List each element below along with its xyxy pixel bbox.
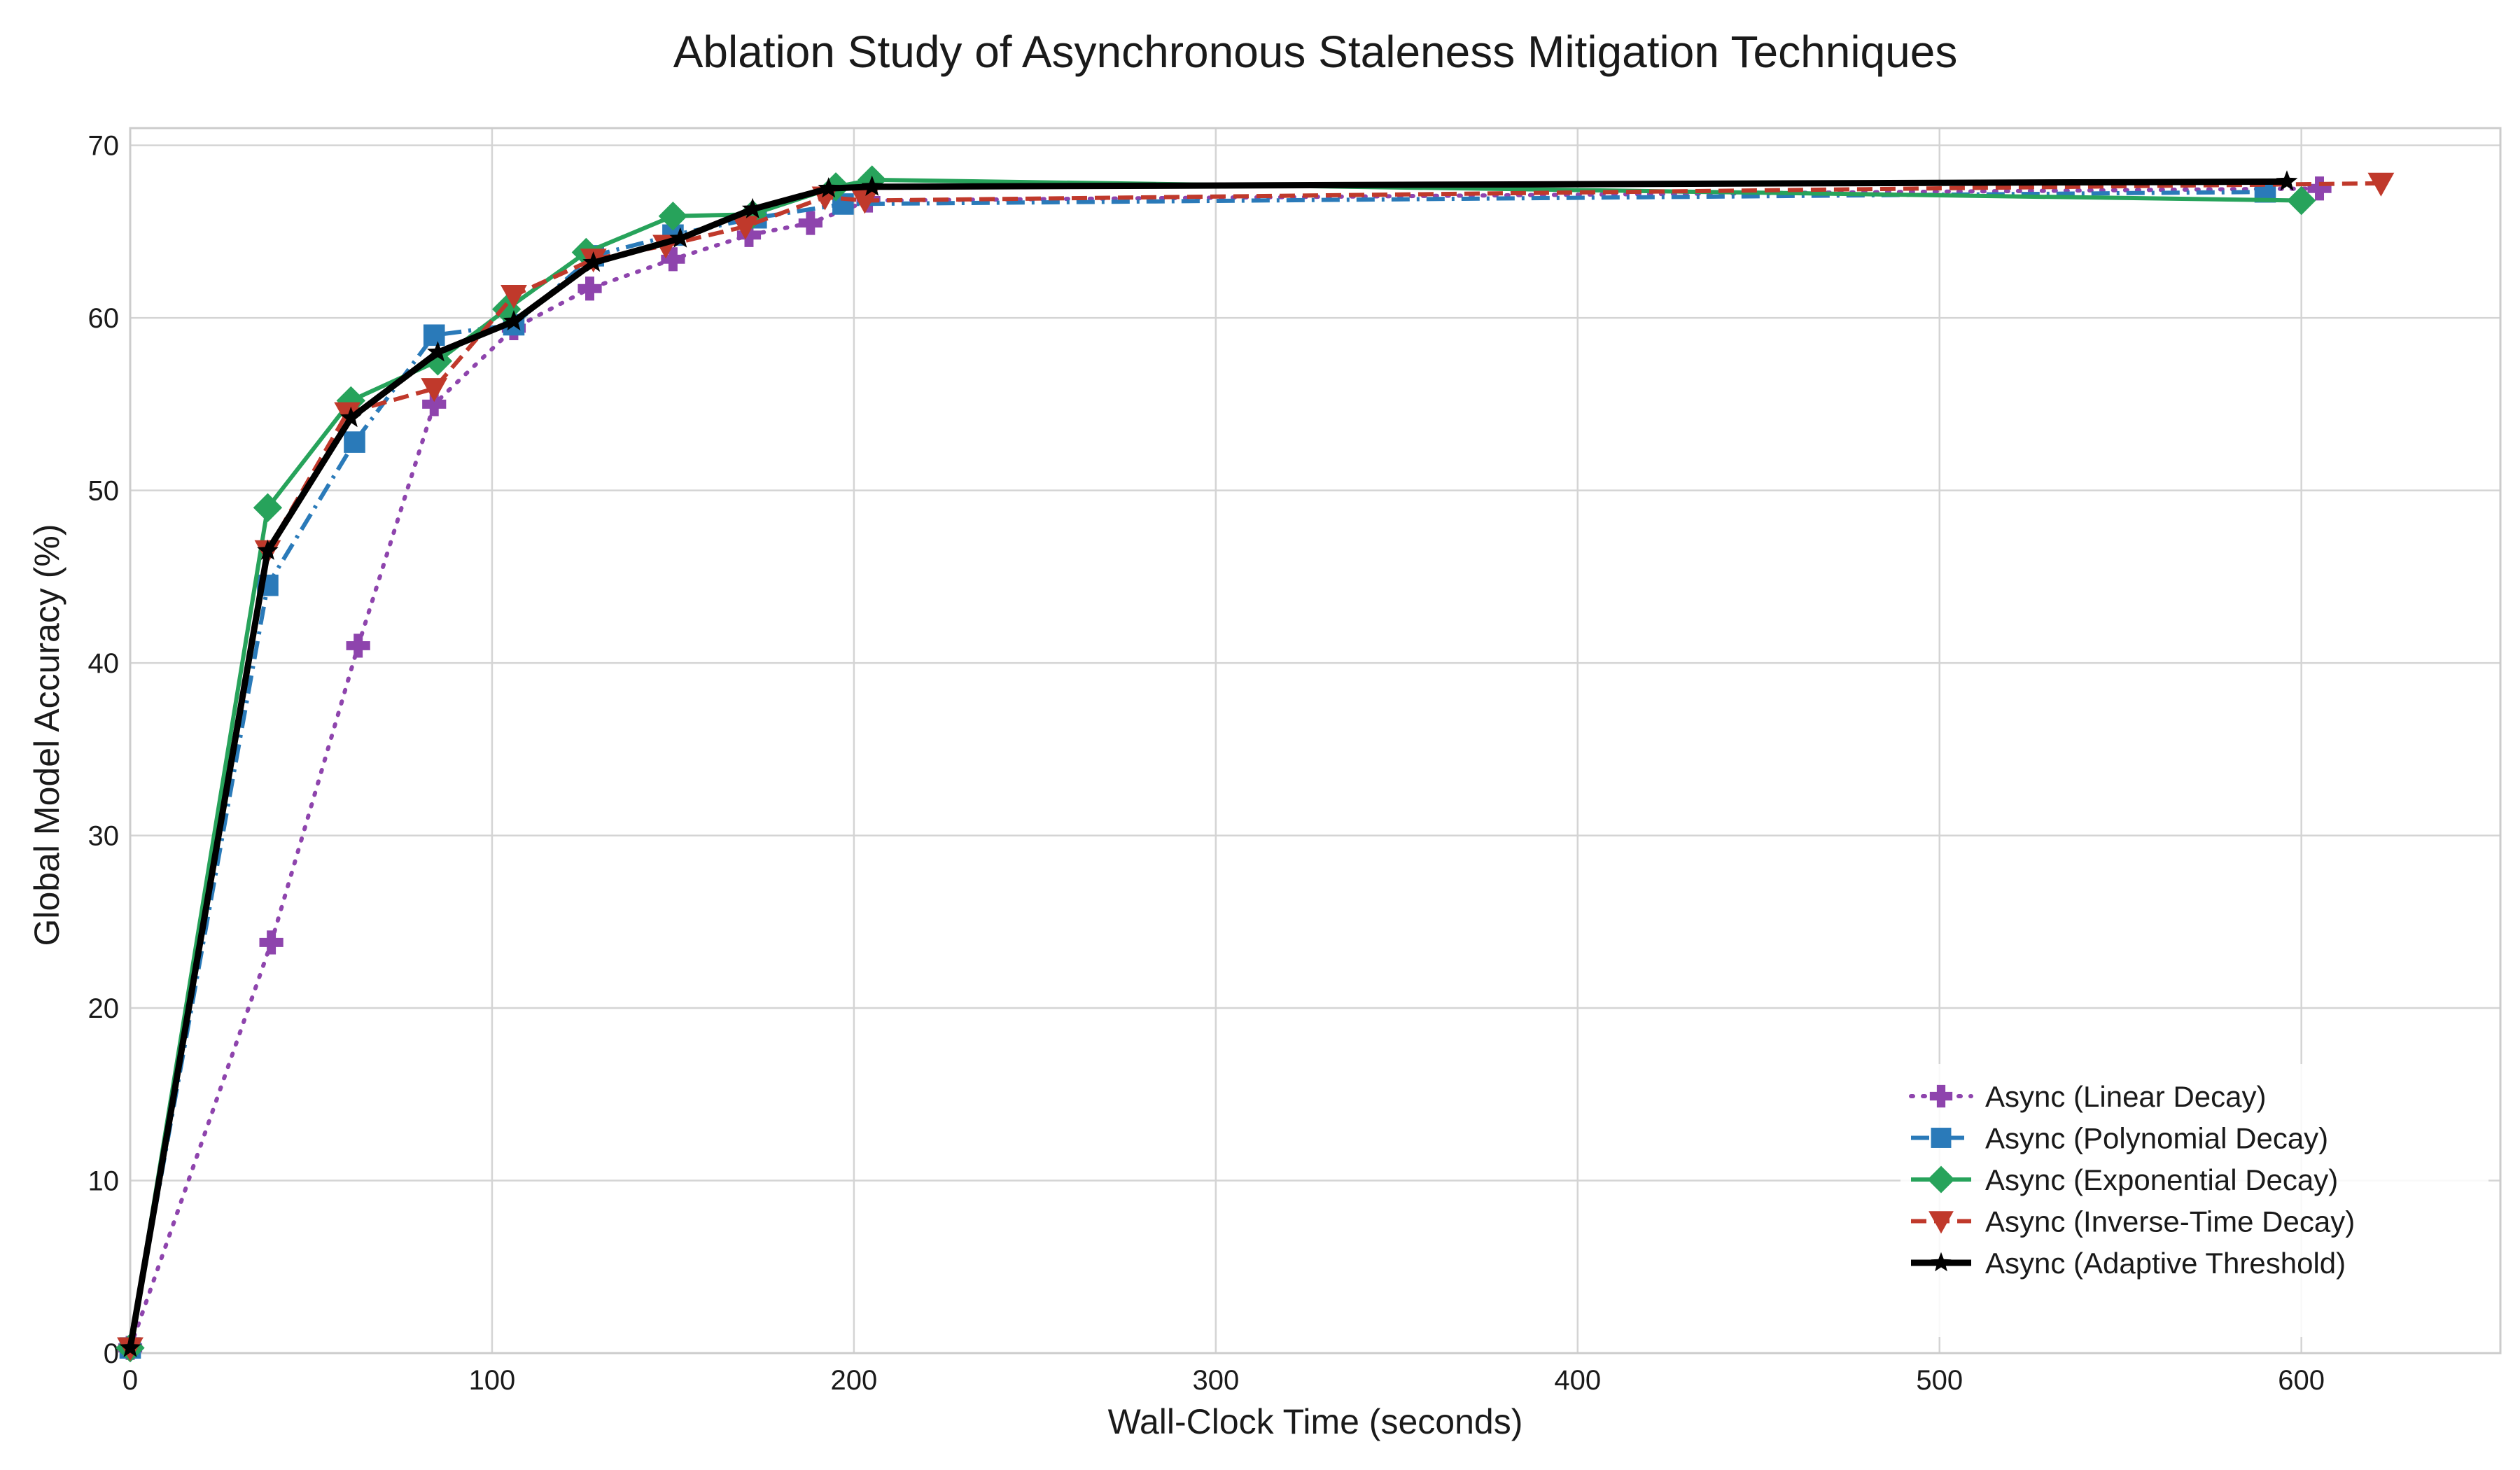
data-point-square-marker [423,324,445,346]
data-point-plus-marker [578,276,602,301]
legend-box [1900,1064,2488,1337]
y-tick-label: 70 [88,131,120,162]
legend-label: Async (Linear Decay) [1985,1080,2266,1113]
legend-label: Async (Inverse-Time Decay) [1985,1205,2355,1238]
data-point-star-marker [741,197,764,218]
data-point-diamond-marker [253,493,283,522]
data-point-triangle-down-marker [1928,1211,1954,1234]
data-point-triangle-down-marker [334,402,361,426]
data-point-plus-marker [346,634,370,658]
data-point-plus-marker [259,930,284,955]
data-point-star-marker [669,227,692,248]
x-tick-label: 400 [1554,1365,1601,1396]
data-point-diamond-marker [658,202,688,231]
data-point-plus-marker [1929,1084,1953,1108]
legend-label: Async (Exponential Decay) [1985,1163,2338,1196]
y-tick-label: 50 [88,476,120,507]
legend-item: Async (Polynomial Decay) [1911,1122,2328,1155]
series-layer [115,165,2395,1363]
legend: Async (Linear Decay) Async (Polynomial De… [1900,1064,2488,1337]
data-point-star-marker [427,341,449,362]
data-point-plus-marker [661,247,685,272]
data-point-triangle-down-marker [500,284,527,309]
legend-item: Async (Exponential Decay) [1911,1163,2338,1196]
data-point-plus-marker [2307,176,2332,201]
data-point-plus-marker [736,223,762,247]
x-tick-label: 300 [1192,1365,1239,1396]
data-point-star-marker [582,251,605,272]
y-tick-label: 10 [88,1166,120,1197]
data-point-triangle-down-marker [851,190,878,214]
data-point-star-marker [340,406,362,428]
data-point-diamond-marker [2286,186,2316,216]
legend-item: Async (Inverse-Time Decay) [1911,1205,2355,1238]
y-axis-label: Global Model Accuracy (%) [27,524,66,946]
y-axis-ticks: 0 10 20 30 40 50 60 70 [88,131,120,1369]
series-4 [119,170,2298,1357]
x-tick-label: 600 [2278,1365,2325,1396]
data-point-triangle-down-marker [421,378,448,402]
data-point-star-marker [2276,170,2298,191]
y-tick-label: 20 [88,993,120,1024]
data-point-plus-marker [422,392,447,416]
data-point-star-marker [818,177,840,198]
data-point-star-marker [119,1336,141,1357]
data-point-star-marker [1931,1252,1952,1272]
data-point-star-marker [861,175,883,196]
legend-item: Async (Adaptive Threshold) [1911,1247,2346,1280]
x-tick-label: 0 [122,1365,138,1396]
chart-title: Ablation Study of Asynchronous Staleness… [673,27,1958,77]
data-point-square-marker [1931,1128,1952,1148]
data-point-triangle-down-marker [2367,172,2395,197]
x-tick-label: 200 [831,1365,878,1396]
series-line [128,186,2322,1350]
data-point-square-marker [344,431,365,453]
y-tick-label: 0 [104,1338,119,1369]
y-tick-label: 60 [88,303,120,334]
grid-lines [129,128,2500,1354]
legend-label: Async (Adaptive Threshold) [1985,1247,2346,1280]
series-line [128,181,2381,1349]
data-point-diamond-marker [1927,1166,1955,1194]
legend-label: Async (Polynomial Decay) [1985,1122,2328,1155]
data-point-plus-marker [798,211,822,235]
x-tick-label: 100 [469,1365,516,1396]
plot-frame [129,127,2502,1354]
x-axis-label: Wall-Clock Time (seconds) [1108,1402,1523,1441]
x-tick-label: 500 [1916,1365,1963,1396]
y-tick-label: 40 [88,648,120,679]
data-point-diamond-marker [423,346,453,376]
legend-item: Async (Linear Decay) [1909,1080,2266,1113]
series-line [128,190,2266,1349]
x-axis-ticks: 0 100 200 300 400 500 600 [122,1365,2325,1396]
data-point-star-marker [503,309,525,331]
y-tick-label: 30 [88,821,120,852]
data-point-triangle-down-marker [732,216,759,240]
data-point-star-marker [257,539,279,560]
